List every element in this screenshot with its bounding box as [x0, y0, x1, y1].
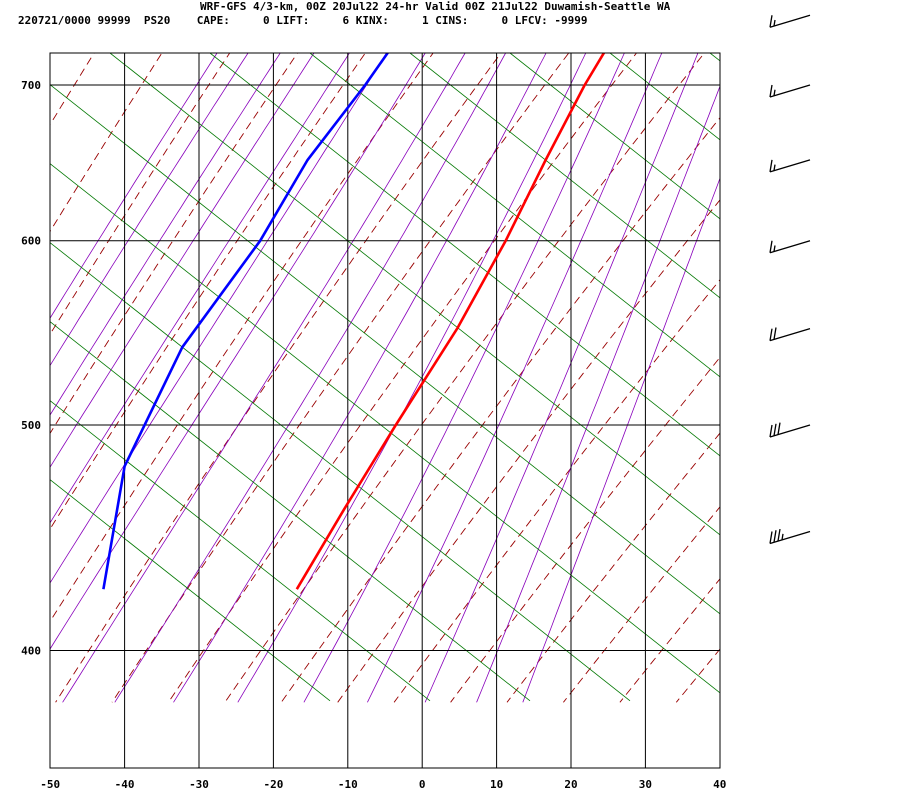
- dry-adiabat: [55, 53, 502, 703]
- mixing-ratio-line: [409, 53, 720, 299]
- x-tick-label: 0: [419, 778, 426, 791]
- x-tick-labels: -50 -40 -30 -20 -10 0 10 20 30 40: [40, 778, 726, 791]
- x-tick-label: 10: [490, 778, 503, 791]
- chart-title: WRF-GFS 4/3-km, 00Z 20Jul22 24-hr Valid …: [200, 0, 671, 13]
- mixing-ratio-line: [810, 53, 900, 701]
- wind-barb: [769, 159, 811, 173]
- background-lines: [50, 0, 900, 703]
- dry-adiabat: [619, 578, 720, 703]
- pressure-tick-label: 700: [21, 79, 41, 92]
- temperature-line: [295, 53, 606, 590]
- dry-adiabat: [563, 506, 720, 703]
- moist-adiabat: [367, 53, 663, 703]
- x-tick-label: 20: [564, 778, 577, 791]
- moist-adiabat: [50, 53, 218, 319]
- sounding-traces: [102, 53, 606, 590]
- dry-adiabat: [50, 53, 434, 623]
- pressure-tick-label: 500: [21, 419, 41, 432]
- dry-adiabat: [50, 53, 299, 435]
- mixing-ratio-line: [50, 84, 720, 615]
- moist-adiabat: [303, 53, 625, 703]
- dry-adiabat: [506, 432, 720, 703]
- moist-adiabat: [50, 53, 249, 367]
- pressure-tick-label: 600: [21, 235, 41, 248]
- x-tick-label: -20: [263, 778, 283, 791]
- wind-barb: [769, 240, 811, 254]
- dry-adiabat: [50, 53, 366, 530]
- dry-adiabat: [393, 278, 720, 703]
- dry-adiabat: [111, 53, 570, 703]
- wind-barb: [769, 84, 811, 98]
- dry-adiabat: [50, 53, 231, 336]
- moist-adiabat: [114, 53, 507, 703]
- moist-adiabat: [173, 53, 547, 703]
- mixing-ratio-line: [509, 53, 720, 220]
- moist-adiabat: [50, 53, 426, 650]
- dry-adiabat: [675, 648, 720, 703]
- dewpoint-line: [102, 53, 390, 590]
- mixing-ratio-line: [209, 53, 720, 457]
- dry-adiabat: [224, 53, 705, 703]
- x-tick-label: 40: [713, 778, 726, 791]
- sounding-indices: 220721/0000 99999 PS20 CAPE: 0 LIFT: 6 K…: [18, 14, 588, 27]
- dry-adiabat: [789, 0, 900, 702]
- moist-adiabat: [424, 53, 699, 703]
- mixing-ratio-line: [50, 163, 720, 694]
- x-tick-label: 30: [639, 778, 652, 791]
- moist-adiabat: [237, 53, 587, 703]
- moist-adiabat: [522, 177, 720, 703]
- dry-adiabat: [50, 53, 95, 126]
- mixing-ratio-line: [50, 321, 531, 702]
- mixing-ratio-line: [309, 53, 720, 378]
- mixing-ratio-line: [50, 242, 631, 702]
- wind-barbs: [769, 14, 811, 545]
- x-tick-label: -40: [115, 778, 135, 791]
- mixing-ratio-line: [50, 479, 331, 702]
- moist-adiabat: [50, 53, 315, 469]
- x-tick-label: -30: [189, 778, 209, 791]
- pressure-tick-labels: 4005006007008009001000: [21, 79, 41, 658]
- wind-barb: [769, 528, 811, 545]
- plot-frame: [49, 52, 721, 769]
- x-tick-label: -50: [40, 778, 60, 791]
- moist-adiabat: [476, 85, 720, 703]
- mixing-ratio-line: [50, 400, 431, 702]
- mixing-ratio-line: [709, 53, 720, 62]
- dry-adiabat: [733, 0, 900, 702]
- mixing-ratio-line: [609, 53, 720, 141]
- wind-barb: [769, 422, 811, 438]
- dry-adiabat: [280, 117, 720, 703]
- moist-adiabat: [62, 53, 466, 703]
- dry-adiabat: [168, 53, 638, 703]
- wind-barb: [769, 14, 811, 28]
- grid-lines: [50, 53, 720, 768]
- dry-adiabat: [846, 0, 900, 702]
- pressure-tick-label: 400: [21, 645, 41, 658]
- dry-adiabat: [450, 356, 720, 703]
- moist-adiabat: [50, 53, 350, 524]
- x-tick-label: -10: [338, 778, 358, 791]
- wind-barb: [769, 327, 811, 342]
- mixing-ratio-line: [109, 53, 720, 536]
